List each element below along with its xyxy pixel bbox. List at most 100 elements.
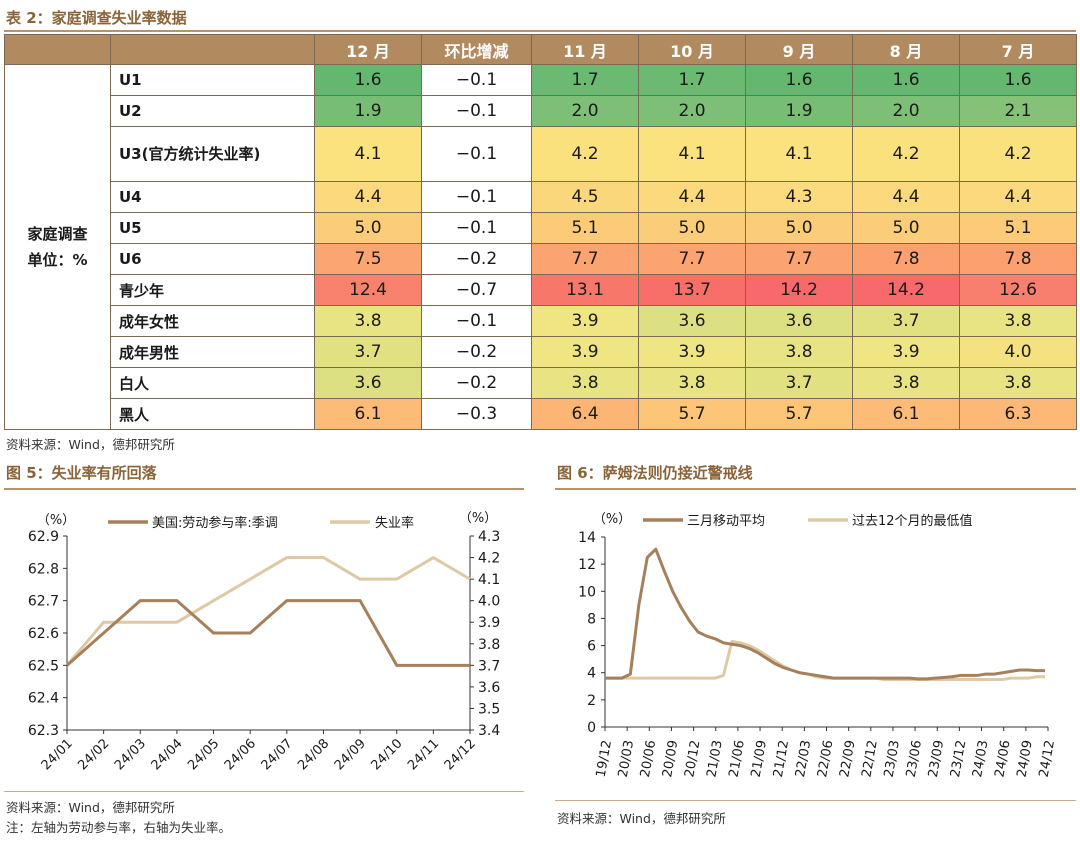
table-row: 成年男性 3.7 −0.2 3.9 3.9 3.8 3.9 4.0 — [5, 336, 1077, 368]
header-jul: 7 月 — [959, 34, 1077, 65]
fig5-x-tick-label: 24/09 — [332, 736, 369, 773]
fig5-x-tick-label: 24/05 — [185, 736, 222, 773]
cell-dec: 7.5 — [314, 243, 422, 275]
fig6-x-tick-label: 24/06 — [992, 739, 1013, 779]
header-blank — [4, 34, 111, 65]
fig5-right-tick-label: 4.1 — [478, 572, 500, 588]
cell-value: 4.2 — [959, 126, 1077, 182]
table-title-rule — [4, 30, 1076, 32]
cell-value: 4.1 — [638, 126, 746, 182]
fig5-left-tick-label: 62.9 — [28, 529, 59, 545]
fig5-left-tick-label: 62.6 — [28, 626, 59, 642]
fig6-x-tick-label: 22/12 — [859, 739, 880, 779]
row-label: 黑人 — [110, 398, 315, 430]
fig6-x-tick-label: 24/03 — [970, 739, 991, 779]
fig6-x-tick-label: 23/06 — [904, 739, 925, 779]
cell-value: 3.8 — [959, 305, 1077, 337]
cell-value: 5.1 — [959, 212, 1077, 244]
cell-value: 4.0 — [959, 336, 1077, 368]
cell-value: 5.7 — [745, 398, 853, 430]
row-label: 成年男性 — [110, 336, 315, 368]
cell-mom: −0.7 — [421, 274, 532, 306]
cell-dec: 3.8 — [314, 305, 422, 337]
fig5-left-tick-label: 62.7 — [28, 594, 59, 610]
fig6-x-tick-label: 24/09 — [1015, 739, 1036, 779]
fig6-x-tick-label: 24/12 — [1037, 739, 1058, 779]
header-blank — [110, 34, 315, 65]
header-oct: 10 月 — [638, 34, 746, 65]
cell-value: 3.6 — [638, 305, 746, 337]
fig5-left-tick-label: 62.8 — [28, 561, 59, 577]
fig6-x-tick-label: 21/03 — [704, 739, 725, 779]
cell-dec: 3.6 — [314, 367, 422, 399]
cell-value: 6.1 — [852, 398, 960, 430]
cell-value: 3.8 — [959, 367, 1077, 399]
fig5-x-tick-label: 24/12 — [442, 736, 479, 773]
cell-value: 3.8 — [531, 367, 639, 399]
table-header-row: 12 月 环比增减 11 月 10 月 9 月 8 月 7 月 — [4, 34, 1077, 65]
cell-mom: −0.2 — [421, 336, 532, 368]
cell-value: 4.1 — [745, 126, 853, 182]
fig6-legend-label-min: 过去12个月的最低值 — [852, 513, 973, 529]
fig5-x-tick-label: 24/06 — [222, 736, 259, 773]
cell-value: 3.8 — [852, 367, 960, 399]
cell-dec: 6.1 — [314, 398, 422, 430]
row-label: 青少年 — [110, 274, 315, 306]
fig5-left-tick-label: 62.3 — [28, 723, 59, 739]
fig5-x-tick-label: 24/04 — [149, 736, 186, 773]
cell-value: 3.6 — [745, 305, 853, 337]
fig6-y-tick-label: 10 — [578, 584, 596, 600]
fig6-y-tick-label: 4 — [587, 666, 596, 682]
fig5-series-participation — [66, 599, 470, 667]
fig6-x-tick-label: 23/09 — [926, 739, 947, 779]
cell-value: 4.5 — [531, 181, 639, 213]
header-sep: 9 月 — [745, 34, 853, 65]
cell-value: 14.2 — [852, 274, 960, 306]
table-title: 表 2：家庭调查失业率数据 — [6, 9, 187, 27]
cell-value: 5.1 — [531, 212, 639, 244]
cell-value: 13.1 — [531, 274, 639, 306]
fig5-left-unit: （%） — [37, 513, 75, 528]
fig6-x-tick-label: 22/09 — [837, 739, 858, 779]
cell-dec: 4.1 — [314, 126, 422, 182]
fig5-x-tick-label: 24/11 — [405, 736, 442, 773]
fig6-x-tick-label: 22/06 — [815, 739, 836, 779]
fig6-x-tick-label: 19/12 — [594, 739, 615, 779]
fig5-note: 注：左轴为劳动参与率，右轴为失业率。 — [6, 820, 232, 835]
cell-value: 1.9 — [745, 95, 853, 127]
cell-value: 2.0 — [531, 95, 639, 127]
fig5-x-tick-label: 24/01 — [39, 736, 76, 773]
cell-value: 4.4 — [852, 181, 960, 213]
table-source: 资料来源：Wind，德邦研究所 — [6, 437, 175, 452]
row-label: U2 — [110, 95, 315, 127]
table-row: U2 1.9 −0.1 2.0 2.0 1.9 2.0 2.1 — [5, 95, 1077, 127]
fig5-title: 图 5：失业率有所回落 — [6, 464, 157, 482]
cell-mom: −0.2 — [421, 243, 532, 275]
cell-dec: 12.4 — [314, 274, 422, 306]
table-row: 白人 3.6 −0.2 3.8 3.8 3.7 3.8 3.8 — [5, 367, 1077, 399]
fig6-y-tick-label: 8 — [587, 611, 596, 627]
cell-value: 6.4 — [531, 398, 639, 430]
fig5-source: 资料来源：Wind，德邦研究所 — [6, 800, 175, 815]
table-row: U3(官方统计失业率) 4.1 −0.1 4.2 4.1 4.1 4.2 4.2 — [5, 126, 1077, 182]
cell-value: 3.9 — [531, 336, 639, 368]
row-label: U6 — [110, 243, 315, 275]
fig5-right-tick-label: 4.2 — [478, 551, 500, 567]
fig5-series-unemployment — [65, 555, 471, 667]
cell-mom: −0.1 — [421, 64, 532, 96]
table-row: 成年女性 3.8 −0.1 3.9 3.6 3.6 3.7 3.8 — [5, 305, 1077, 337]
fig6-legend-label-ma: 三月移动平均 — [687, 514, 765, 529]
fig5-chart: 62.3 62.4 62.5 62.6 62.7 62.8 62.9 3.4 3.5 3.6 3.7… — [28, 511, 501, 773]
fig6-y-tick-label: 2 — [587, 693, 596, 709]
cell-value: 5.0 — [745, 212, 853, 244]
table-row: U6 7.5 −0.2 7.7 7.7 7.7 7.8 7.8 — [5, 243, 1077, 275]
cell-value: 1.6 — [959, 64, 1077, 96]
cell-value: 4.4 — [959, 181, 1077, 213]
fig6-x-tick-label: 20/03 — [616, 739, 637, 779]
fig5-right-tick-label: 3.7 — [478, 658, 500, 674]
fig5-bottom-rule — [4, 791, 524, 792]
row-label: U4 — [110, 181, 315, 213]
row-label: U5 — [110, 212, 315, 244]
fig5-right-tick-label: 3.6 — [478, 680, 500, 696]
cell-value: 7.7 — [638, 243, 746, 275]
